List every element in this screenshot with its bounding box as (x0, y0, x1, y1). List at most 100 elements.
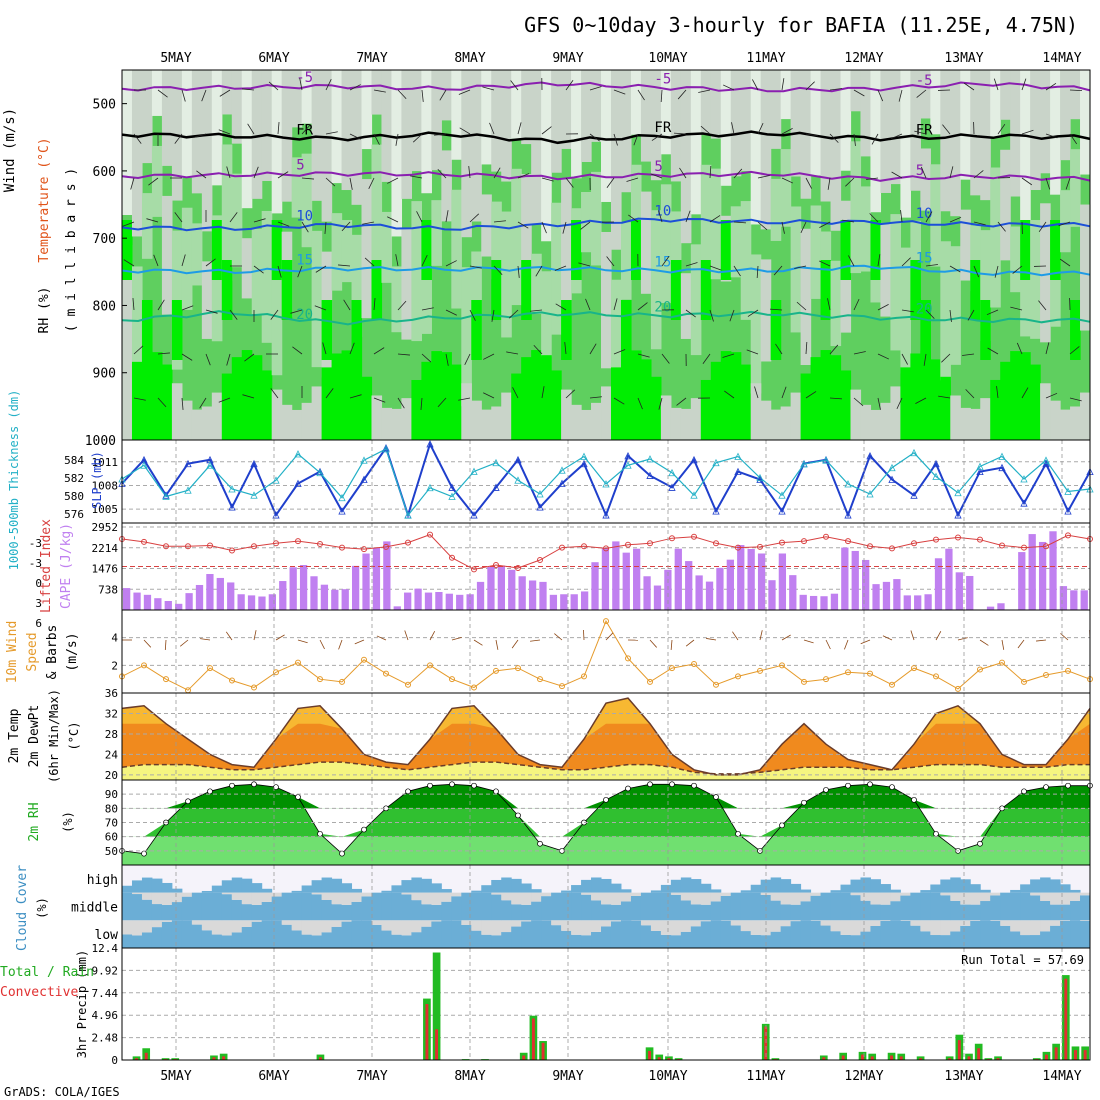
cloud-cell-clear (690, 892, 702, 905)
temp2m-panel: 36 32 28 24 20 2m Temp 2m DewPt (6hr Min/Max) (°… (7, 687, 1091, 783)
wind-speed-point (867, 670, 873, 677)
cloud-cell (371, 924, 382, 948)
cloud-cell (740, 890, 752, 893)
wind-barb (445, 210, 449, 223)
cloud-cell-clear (161, 920, 173, 922)
rh-cell-low (780, 406, 792, 440)
cape-bar (227, 582, 235, 610)
wind-barb-10m (473, 639, 483, 646)
cloud-cell (331, 904, 343, 921)
rh-cell-grey (601, 70, 612, 202)
wind-barb (891, 171, 903, 179)
wind-barb (997, 123, 1006, 135)
wind-barb (925, 309, 935, 319)
cape-bar (580, 591, 589, 610)
cloud-cell (890, 920, 901, 948)
wind-barb (829, 344, 839, 355)
cloud-cell (1020, 892, 1031, 921)
cloud-cell (730, 892, 742, 921)
rh-cell-low (361, 376, 373, 440)
cloud-cell (1080, 895, 1091, 921)
wind-barb (842, 219, 855, 223)
contour-10 (121, 217, 1091, 232)
thickness-point (800, 460, 808, 468)
rh-cell-grey (770, 70, 782, 149)
cloud-cell-clear (571, 920, 582, 935)
cloud-cell-clear (770, 920, 782, 932)
cloud-cell (860, 900, 871, 921)
wind-barb (1045, 342, 1050, 355)
precip-convective-bar (822, 1057, 826, 1060)
rh2-point (1021, 788, 1027, 795)
cloud-cell (920, 931, 931, 948)
cloud-cell (491, 935, 502, 948)
wind-barb (325, 177, 336, 187)
cloud-cell (401, 880, 412, 893)
rh-cell-grey (551, 70, 562, 173)
wind-speed-point (317, 676, 323, 683)
cloud-cell (401, 894, 412, 921)
wind-speed-point (735, 673, 741, 680)
cloud-cell (1040, 931, 1051, 948)
temp-line (121, 697, 1091, 776)
cloud-cell (151, 878, 163, 893)
rh-cell-light (361, 179, 373, 319)
contour-label: 20 (916, 302, 933, 318)
cape-bar (508, 569, 516, 610)
slp-axis-label: SLP (mb) (90, 451, 104, 509)
wind-barb (773, 265, 783, 276)
wind-barb (1069, 89, 1083, 92)
cloud-cell-clear (311, 920, 323, 936)
wind-barb (199, 397, 207, 409)
rh-cell-light (261, 210, 273, 343)
wind-barb (541, 221, 547, 234)
rh-cell-grey (341, 70, 353, 191)
wind-barb-10m (554, 633, 563, 641)
rh-cell-light (1060, 190, 1071, 253)
wind-barb (325, 79, 332, 91)
cloud-cell (351, 920, 363, 948)
cloud-cell (211, 885, 223, 893)
wind-speed-point (273, 669, 279, 676)
rh-cell-low (830, 355, 842, 440)
cape-bar (476, 581, 485, 610)
rh-cell-low (920, 350, 931, 440)
rh-cell-light (331, 213, 343, 291)
day-label-bottom: 7MAY (356, 1069, 387, 1084)
slp-point (998, 463, 1006, 472)
li-point (163, 543, 169, 550)
cloud-cell-clear (421, 892, 432, 905)
cloud-cell-clear (211, 920, 223, 935)
cape-bar (518, 576, 526, 610)
cloud-cell-clear (281, 920, 293, 925)
cloud-cell (970, 904, 981, 921)
precip-tick-label: 9.92 (92, 964, 119, 977)
wind-barb (341, 221, 351, 232)
cape-bar (757, 553, 766, 610)
wind-tick-label: 2 (111, 659, 118, 672)
precip-run-total: Run Total = 57.69 (961, 953, 1084, 967)
cloud-cell (660, 884, 672, 893)
slp-point (712, 507, 720, 515)
cloud-cell (910, 925, 921, 948)
cloud-cell-clear (660, 920, 672, 935)
li-point (691, 533, 697, 540)
wind-barb (535, 265, 543, 277)
rh-cell-dark (1070, 300, 1081, 360)
cloud-cell (581, 894, 592, 921)
cloud-cell-clear (670, 892, 682, 895)
wind-barb (364, 257, 375, 267)
wind-barb (994, 265, 999, 278)
wind-barb (132, 298, 135, 311)
cloud-cell (690, 879, 702, 893)
wind-barb (829, 133, 839, 143)
wind-barb (637, 302, 648, 311)
cloud-cell (471, 890, 482, 893)
wind-barb (277, 171, 289, 179)
rh-cell-grey (281, 70, 293, 202)
li-point (317, 541, 323, 548)
thickness-point (448, 492, 456, 500)
wind-barb (218, 397, 231, 403)
cloud-cell (201, 930, 213, 948)
wind-barb (1069, 397, 1082, 402)
